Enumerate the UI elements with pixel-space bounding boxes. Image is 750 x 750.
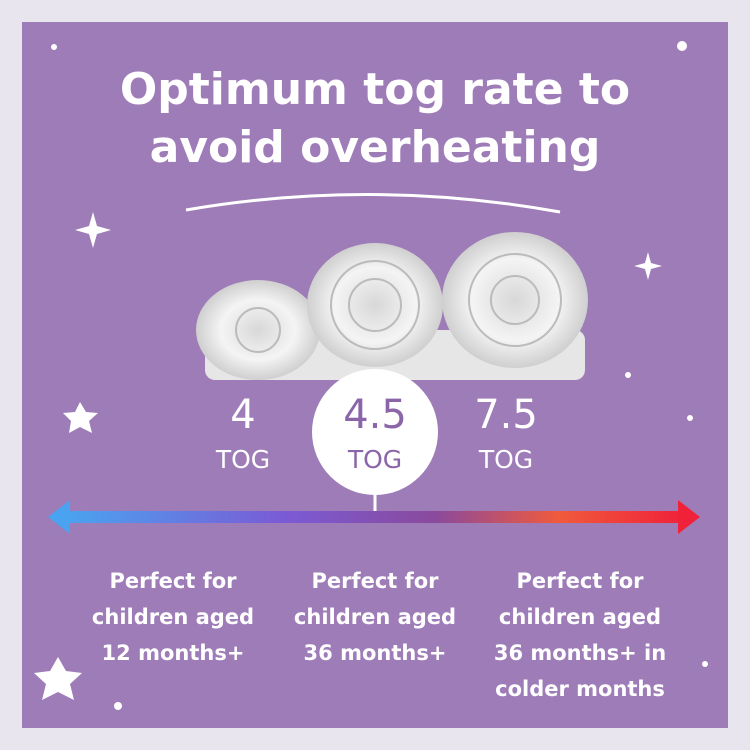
description-line: children aged bbox=[498, 605, 662, 629]
description-line: Perfect for bbox=[516, 569, 644, 593]
tog-value: 4.5 bbox=[343, 392, 407, 438]
tog-unit: TOG bbox=[215, 445, 271, 474]
scale-arrow bbox=[48, 500, 700, 534]
stars bbox=[34, 41, 708, 710]
title-line: avoid overheating bbox=[149, 122, 601, 173]
arc bbox=[185, 193, 561, 214]
tog-value: 4 bbox=[230, 392, 256, 438]
tog-unit: TOG bbox=[347, 445, 403, 474]
highlight-circle bbox=[312, 369, 438, 495]
description-line: colder months bbox=[495, 677, 665, 701]
tog-value: 7.5 bbox=[474, 392, 538, 438]
description-line: 36 months+ bbox=[303, 641, 447, 665]
description-line: children aged bbox=[91, 605, 255, 629]
title-line: Optimum tog rate to bbox=[119, 64, 631, 115]
description-line: 12 months+ bbox=[101, 641, 245, 665]
duvets bbox=[196, 232, 588, 380]
description-line: Perfect for bbox=[109, 569, 237, 593]
tog-unit: TOG bbox=[478, 445, 534, 474]
description-line: 36 months+ in bbox=[493, 641, 667, 665]
description-line: Perfect for bbox=[311, 569, 439, 593]
description-line: children aged bbox=[293, 605, 457, 629]
